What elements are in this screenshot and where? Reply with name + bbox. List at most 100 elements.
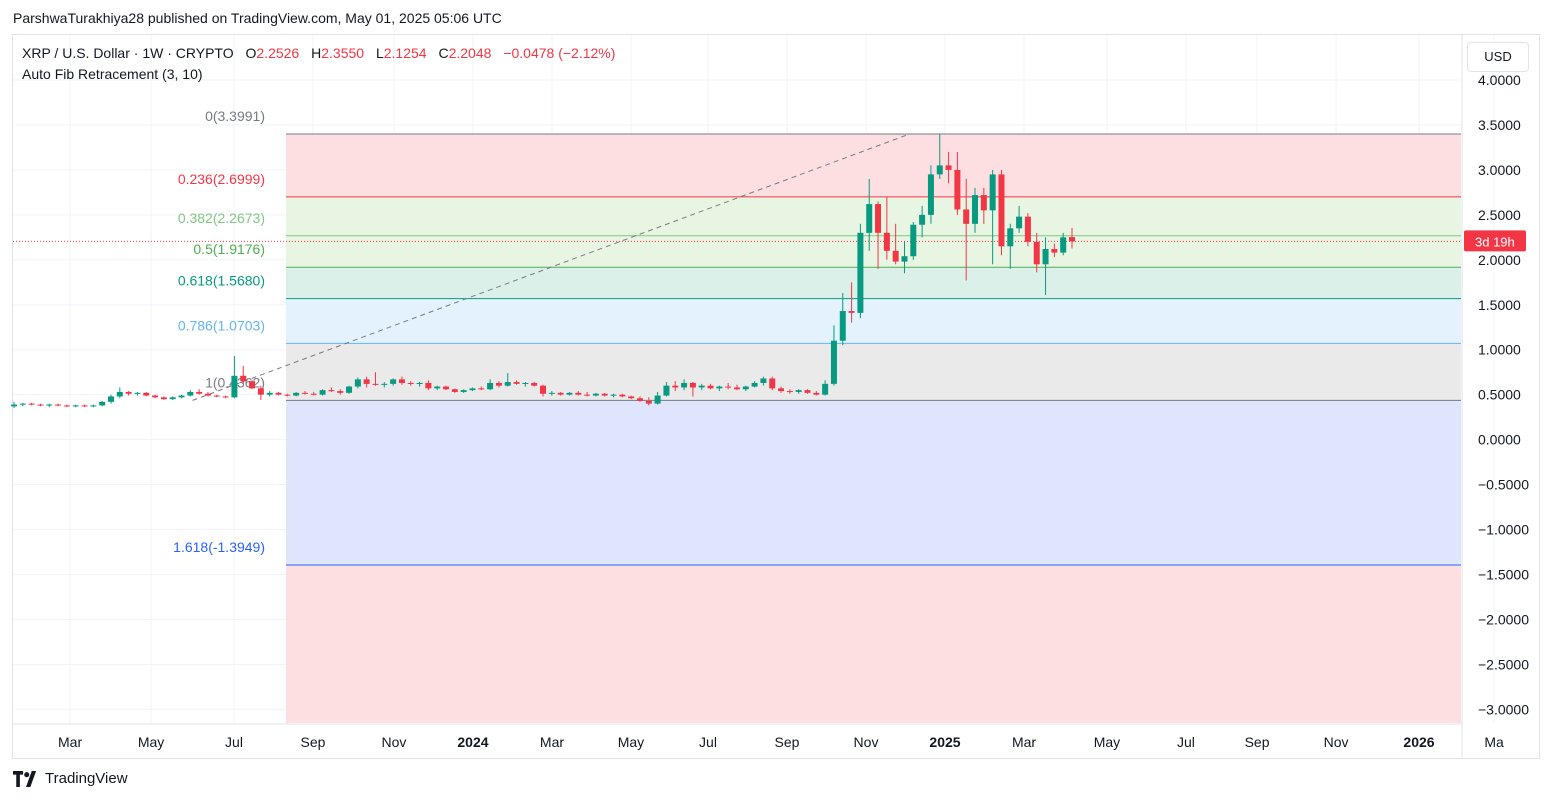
- candle-body: [469, 388, 476, 391]
- close-value: 2.2048: [448, 45, 492, 61]
- candle-body: [636, 398, 643, 401]
- candle-body: [1007, 228, 1014, 247]
- x-tick-label: Ma: [1484, 734, 1504, 750]
- candle-body: [954, 169, 961, 210]
- candle-body: [751, 382, 758, 387]
- fib-zone: [286, 267, 1461, 299]
- fib-zone: [286, 565, 1461, 723]
- y-tick-label: 0.5000: [1478, 387, 1521, 403]
- candle-body: [434, 386, 441, 389]
- candle-body: [716, 386, 723, 389]
- candle-body: [319, 390, 326, 395]
- candle-body: [707, 385, 714, 389]
- footer-brand: TradingView: [45, 770, 128, 787]
- y-tick-label: −3.0000: [1478, 701, 1529, 717]
- x-tick-label: Nov: [1324, 734, 1349, 750]
- x-tick-label: May: [1094, 734, 1120, 750]
- candle-body: [55, 404, 62, 406]
- candle-body: [628, 396, 635, 399]
- candle-body: [592, 393, 599, 396]
- fib-zone: [286, 235, 1461, 268]
- candle-body: [425, 382, 432, 389]
- candle-body: [795, 390, 802, 392]
- candle-body: [945, 165, 952, 170]
- x-tick-label: Nov: [382, 734, 407, 750]
- candle-body: [495, 382, 502, 386]
- candle-body: [72, 405, 79, 407]
- candle-body: [566, 392, 573, 395]
- candle-body: [698, 385, 705, 388]
- candle-body: [601, 393, 608, 396]
- candle-body: [989, 174, 996, 211]
- candle-body: [760, 378, 767, 383]
- low-value: 2.1254: [383, 45, 427, 61]
- candle-body: [813, 392, 820, 395]
- fib-zone: [286, 298, 1461, 344]
- change-value: −0.0478 (−2.12%): [503, 45, 616, 61]
- candle-body: [443, 386, 450, 390]
- candle-body: [927, 174, 934, 215]
- candle-body: [998, 174, 1005, 247]
- chart-frame[interactable]: [12, 34, 1540, 759]
- price-countdown-label: 3d 19h: [1475, 234, 1515, 249]
- candle-body: [1024, 216, 1031, 242]
- candle-body: [742, 386, 749, 390]
- y-tick-label: 3.0000: [1478, 162, 1521, 178]
- candle-body: [672, 385, 679, 388]
- candle-body: [584, 394, 591, 396]
- candle-body: [231, 375, 238, 398]
- y-tick-label: 1.5000: [1478, 297, 1521, 313]
- candle-body: [487, 382, 494, 390]
- indicator-legend[interactable]: Auto Fib Retracement (3, 10): [22, 66, 203, 82]
- candle-body: [980, 195, 987, 211]
- candle-body: [398, 379, 405, 383]
- y-tick-label: −2.0000: [1478, 611, 1529, 627]
- candle-body: [310, 393, 317, 395]
- candle-body: [328, 390, 335, 392]
- candle-body: [178, 395, 185, 398]
- x-tick-label: Mar: [540, 734, 564, 750]
- high-label: H: [311, 45, 322, 61]
- fib-zone: [286, 196, 1461, 236]
- candle-body: [1069, 237, 1075, 242]
- candle-body: [99, 401, 106, 406]
- candle-body: [901, 256, 908, 262]
- candle-body: [240, 375, 247, 382]
- candle-body: [451, 389, 458, 392]
- candle-body: [866, 204, 873, 233]
- tradingview-footer[interactable]: TradingView: [13, 770, 128, 787]
- candle-body: [619, 394, 626, 397]
- candle-body: [1033, 241, 1040, 265]
- candles: [11, 133, 1075, 409]
- candle-body: [919, 214, 926, 225]
- candle-body: [681, 382, 688, 388]
- candle-body: [548, 392, 555, 394]
- candle-body: [363, 379, 370, 384]
- symbol-name[interactable]: XRP / U.S. Dollar · 1W · CRYPTO: [22, 45, 234, 61]
- candle-body: [892, 250, 899, 262]
- open-value: 2.2526: [256, 45, 300, 61]
- currency-button[interactable]: USD: [1467, 42, 1529, 72]
- candle-body: [504, 382, 511, 386]
- candle-body: [778, 388, 785, 392]
- y-tick-label: 2.5000: [1478, 207, 1521, 223]
- candle-body: [513, 382, 520, 384]
- y-tick-label: 2.0000: [1478, 252, 1521, 268]
- candle-body: [257, 388, 264, 395]
- candle-body: [857, 232, 864, 313]
- candle-body: [134, 392, 141, 394]
- candle-body: [1060, 237, 1067, 253]
- low-label: L: [375, 45, 384, 61]
- candle-body: [116, 391, 123, 397]
- fib-label-1.618: 1.618(-1.3949): [173, 539, 265, 555]
- candle-body: [733, 387, 740, 390]
- candle-body: [152, 395, 159, 398]
- candle-body: [557, 392, 564, 395]
- y-tick-label: 4.0000: [1478, 72, 1521, 88]
- candle-body: [372, 383, 379, 385]
- fib-trend-line: [192, 133, 910, 401]
- candle-body: [478, 388, 485, 390]
- x-tick-label: Mar: [58, 734, 82, 750]
- fib-zone: [286, 400, 1461, 566]
